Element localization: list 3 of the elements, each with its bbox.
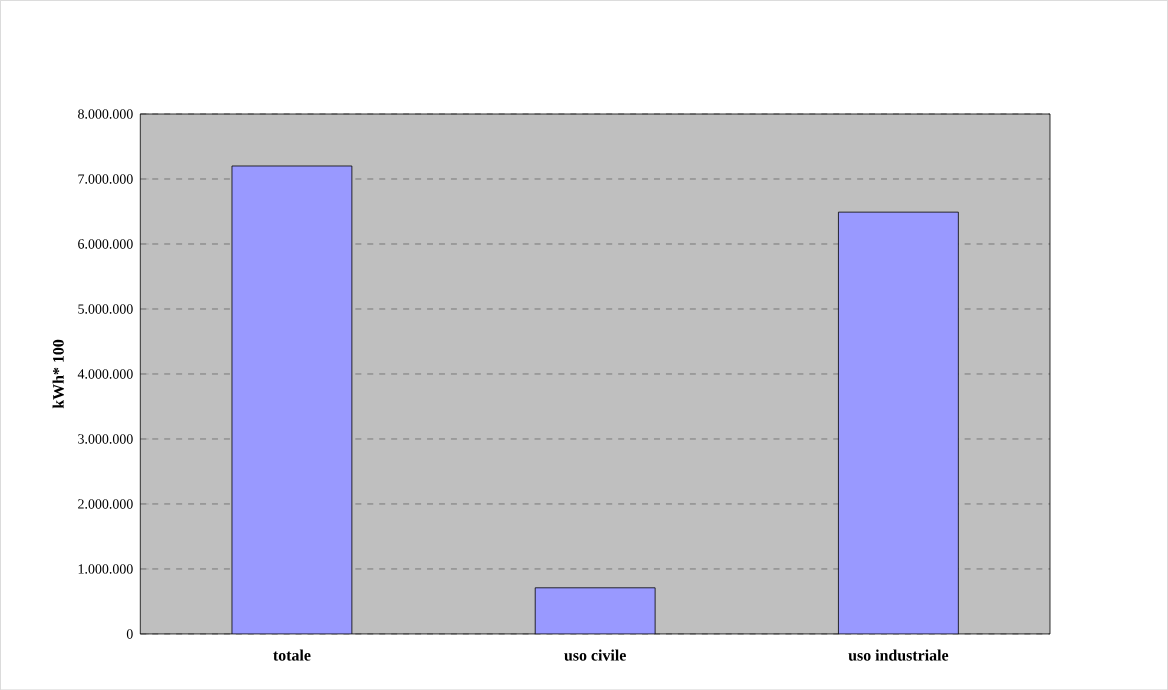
bar — [231, 165, 353, 634]
bar — [838, 211, 959, 634]
bar — [534, 587, 656, 634]
